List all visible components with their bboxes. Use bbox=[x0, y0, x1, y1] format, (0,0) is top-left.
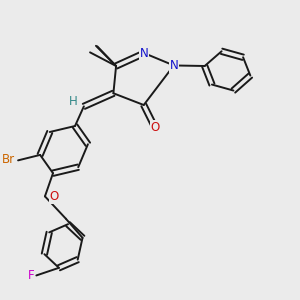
Text: O: O bbox=[150, 121, 160, 134]
Text: Br: Br bbox=[2, 153, 15, 166]
Text: F: F bbox=[28, 269, 34, 282]
Text: N: N bbox=[169, 59, 178, 72]
Text: N: N bbox=[140, 47, 149, 60]
Text: O: O bbox=[50, 190, 59, 203]
Text: H: H bbox=[69, 95, 77, 108]
